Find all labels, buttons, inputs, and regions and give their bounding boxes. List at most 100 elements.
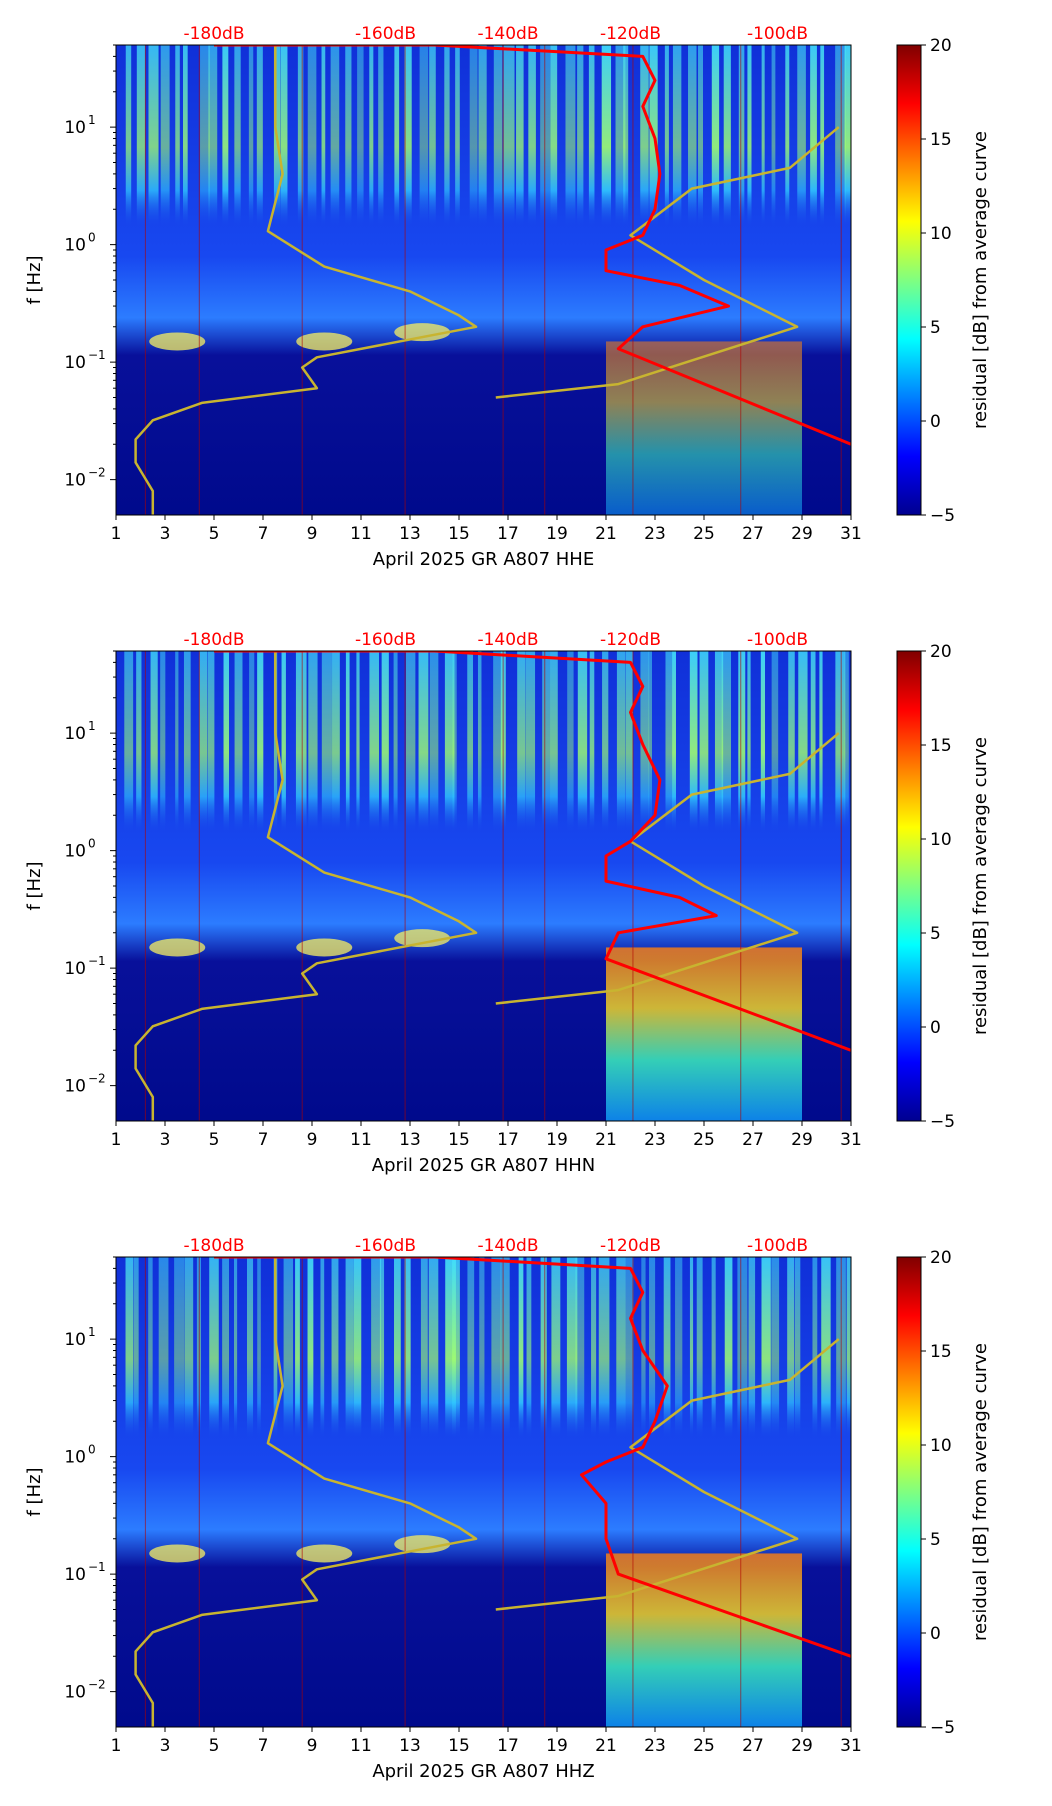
activity-stripe xyxy=(846,1257,851,1549)
activity-stripe xyxy=(566,1257,578,1549)
colorbar-tick-label: −5 xyxy=(930,1112,955,1132)
activity-stripe xyxy=(540,1257,547,1549)
activity-stripe xyxy=(724,1257,733,1549)
y-tick-exponent: −1 xyxy=(88,1560,106,1574)
x-tick-label: 23 xyxy=(644,1130,666,1150)
x-tick-label: 21 xyxy=(595,1130,617,1150)
spectrogram xyxy=(116,1257,851,1727)
x-tick-label: 23 xyxy=(644,1736,666,1756)
y-tick-label: 10 xyxy=(64,1330,86,1350)
x-tick-label: 17 xyxy=(497,1130,519,1150)
activity-stripe xyxy=(616,651,626,943)
x-tick-label: 1 xyxy=(111,1130,122,1150)
x-tick-label: 7 xyxy=(258,1130,269,1150)
x-tick-label: 17 xyxy=(497,1736,519,1756)
mean-psd-curve-right-branch-line xyxy=(495,732,840,1005)
activity-stripe xyxy=(321,651,332,943)
activity-stripe xyxy=(602,651,609,943)
activity-stripe xyxy=(257,651,264,943)
activity-stripe xyxy=(542,651,551,943)
noise-model-line xyxy=(214,45,851,446)
activity-stripe xyxy=(748,1257,756,1549)
activity-stripe xyxy=(223,651,230,943)
microseism-patch xyxy=(394,929,451,948)
activity-stripe xyxy=(136,651,142,943)
activity-stripe xyxy=(675,1257,683,1549)
x-tick-label: 5 xyxy=(209,1736,220,1756)
activity-stripe xyxy=(738,45,745,337)
activity-stripe xyxy=(711,1257,716,1549)
activity-stripe xyxy=(835,651,846,943)
colorbar-tick-label: 5 xyxy=(930,318,941,338)
y-axis-label: f [Hz] xyxy=(24,861,45,910)
y-tick-exponent: −2 xyxy=(88,466,106,480)
activity-stripe xyxy=(517,651,526,943)
x-tick-label: 11 xyxy=(350,1736,372,1756)
activity-stripe xyxy=(124,651,134,943)
mean-psd-curve-right-branch-line xyxy=(495,1338,840,1611)
activity-stripe xyxy=(150,651,158,943)
colorbar xyxy=(896,44,922,516)
y-tick-label: 10 xyxy=(64,1448,86,1468)
activity-stripe xyxy=(625,651,633,943)
colorbar-tick-label: 20 xyxy=(930,1248,952,1268)
activity-stripe xyxy=(820,45,825,337)
x-tick-label: 13 xyxy=(399,1736,421,1756)
x-tick-label: 11 xyxy=(350,1130,372,1150)
activity-stripe xyxy=(307,1257,314,1549)
db-scale-label: -140dB xyxy=(477,630,538,650)
activity-stripe xyxy=(588,45,595,337)
x-tick-label: 29 xyxy=(791,1130,813,1150)
activity-stripe xyxy=(234,45,241,337)
colorbar-tick-label: 5 xyxy=(930,1530,941,1550)
activity-stripe xyxy=(273,651,278,943)
activity-stripe xyxy=(771,651,779,943)
colorbar-tick-label: −5 xyxy=(930,506,955,526)
microseism-patch xyxy=(394,1535,451,1554)
activity-stripe xyxy=(222,45,229,337)
activity-stripe xyxy=(404,1257,411,1549)
microseism-patch xyxy=(149,938,206,957)
activity-stripe xyxy=(160,651,166,943)
microseism-patch xyxy=(394,323,451,342)
activity-stripe xyxy=(200,45,210,337)
activity-stripe xyxy=(452,1257,460,1549)
y-tick-label: 10 xyxy=(64,724,86,744)
activity-stripe xyxy=(672,45,682,337)
activity-stripe xyxy=(320,1257,325,1549)
activity-stripe xyxy=(540,45,551,337)
activity-stripe xyxy=(797,45,806,337)
spectrogram xyxy=(116,45,851,515)
activity-stripe xyxy=(821,1257,831,1549)
colorbar-tick-label: 20 xyxy=(930,642,952,662)
activity-stripe xyxy=(308,651,318,943)
activity-stripe xyxy=(280,45,288,337)
activity-stripe xyxy=(420,1257,428,1549)
activity-stripe xyxy=(649,45,658,337)
activity-stripe xyxy=(394,45,400,337)
activity-stripe xyxy=(577,45,584,337)
x-tick-label: 5 xyxy=(209,1130,220,1150)
activity-stripe xyxy=(295,651,307,943)
x-axis-label: April 2025 GR A807 HHN xyxy=(372,1155,596,1176)
activity-stripe xyxy=(393,651,398,943)
db-scale-label: -120dB xyxy=(600,24,661,44)
microseism-patch xyxy=(149,1544,206,1563)
activity-stripe xyxy=(419,45,429,337)
activity-stripe xyxy=(747,45,752,337)
y-tick-exponent: 1 xyxy=(88,1325,96,1339)
activity-stripe xyxy=(625,1257,634,1549)
mean-psd-curve-line xyxy=(134,1257,478,1727)
activity-stripe xyxy=(429,45,436,337)
activity-stripe xyxy=(394,1257,401,1549)
activity-stripe xyxy=(525,651,536,943)
y-tick-exponent: 0 xyxy=(88,1443,96,1457)
activity-stripe xyxy=(664,45,669,337)
colorbar-tick-label: 20 xyxy=(930,36,952,56)
activity-stripe xyxy=(477,651,482,943)
microseism-patch xyxy=(296,1544,353,1563)
y-tick-label: 10 xyxy=(64,1565,86,1585)
colorbar xyxy=(896,650,922,1122)
